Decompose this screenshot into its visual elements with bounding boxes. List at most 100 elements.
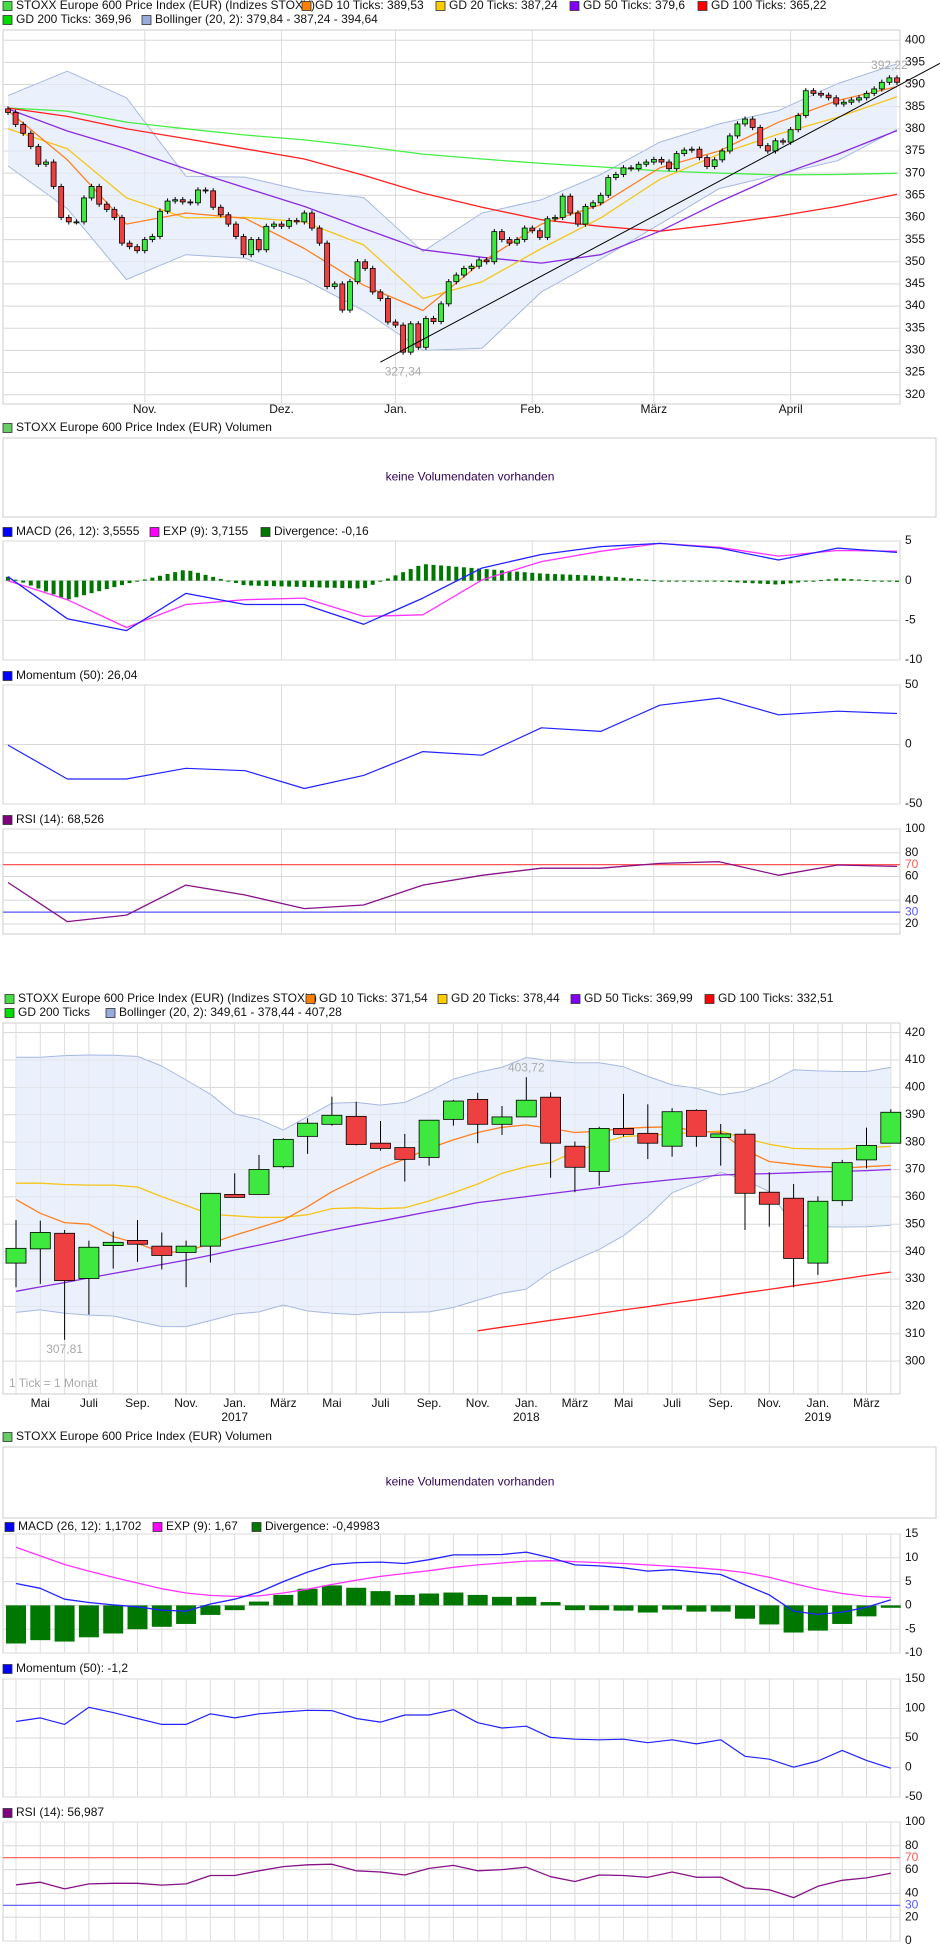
divergence-bar bbox=[781, 580, 786, 585]
divergence-bar bbox=[583, 575, 588, 581]
divergence-bar bbox=[297, 1588, 318, 1606]
rsi-level-label: 70 bbox=[905, 1850, 919, 1864]
divergence-bar bbox=[568, 574, 573, 581]
candle-down bbox=[385, 298, 391, 323]
low-annotation: 307,81 bbox=[46, 1342, 83, 1356]
divergence-bar bbox=[249, 580, 254, 586]
divergence-bar bbox=[834, 578, 839, 581]
candle-down bbox=[225, 214, 232, 225]
divergence-bar bbox=[54, 1605, 75, 1642]
divergence-bar bbox=[560, 574, 565, 581]
divergence-bar bbox=[662, 1605, 683, 1610]
candle-down bbox=[12, 112, 19, 125]
y-axis-label: 370 bbox=[905, 1162, 925, 1176]
candle-down bbox=[818, 92, 824, 96]
divergence-bar bbox=[841, 578, 846, 581]
candle-up bbox=[661, 1111, 683, 1147]
divergence-bar bbox=[492, 569, 497, 581]
x-axis-label: März bbox=[562, 1396, 589, 1410]
divergence-bar bbox=[273, 1594, 294, 1606]
divergence-bar bbox=[370, 580, 375, 585]
candle-up bbox=[848, 99, 855, 103]
candle-down bbox=[734, 1133, 756, 1194]
x-axis-label: Jan. bbox=[223, 1396, 246, 1410]
y-axis-label: 100 bbox=[905, 1814, 925, 1828]
candle-up bbox=[742, 118, 748, 125]
volume-panel-frame bbox=[2, 437, 937, 518]
candle-down bbox=[96, 186, 103, 205]
divergence-bar bbox=[173, 572, 178, 581]
divergence-bar bbox=[887, 580, 892, 582]
divergence-bar bbox=[176, 1605, 197, 1624]
y-axis-label: -10 bbox=[905, 1645, 923, 1659]
divergence-bar bbox=[119, 580, 124, 586]
moving-average-gd100 bbox=[7, 107, 898, 232]
legend-swatch bbox=[570, 994, 581, 1004]
legend-label: RSI (14): 68,526 bbox=[16, 812, 104, 826]
x-axis-year-label: 2019 bbox=[805, 1410, 832, 1424]
x-axis-label: Sep. bbox=[708, 1396, 733, 1410]
candle-up bbox=[81, 197, 87, 223]
divergence-bar bbox=[287, 580, 292, 587]
macd-line bbox=[15, 1551, 891, 1616]
y-axis-label: 355 bbox=[905, 232, 925, 246]
divergence-bar bbox=[13, 579, 18, 581]
divergence-bar bbox=[530, 572, 535, 581]
candle-down bbox=[369, 268, 376, 293]
divergence-bar bbox=[211, 576, 216, 581]
divergence-bar bbox=[598, 575, 603, 581]
candle-down bbox=[345, 1115, 367, 1145]
candle-down bbox=[111, 209, 118, 218]
y-axis-label: 310 bbox=[905, 1326, 925, 1340]
candle-down bbox=[202, 189, 209, 192]
candle-down bbox=[255, 239, 262, 251]
divergence-bar bbox=[195, 572, 200, 581]
divergence-bar bbox=[484, 569, 489, 581]
divergence-bar bbox=[188, 570, 193, 581]
divergence-bar bbox=[811, 580, 816, 582]
divergence-bar bbox=[446, 566, 451, 581]
candle-down bbox=[151, 1245, 173, 1256]
divergence-bar bbox=[727, 580, 732, 583]
moving-average-gd20 bbox=[7, 96, 898, 300]
divergence-bar bbox=[499, 570, 504, 581]
rsi-level-label: 30 bbox=[905, 904, 919, 918]
candle-up bbox=[442, 1100, 464, 1120]
y-axis-label: -50 bbox=[905, 796, 923, 810]
divergence-bar bbox=[469, 567, 474, 581]
candle-up bbox=[719, 150, 726, 161]
candle-up bbox=[418, 1119, 440, 1158]
rsi-level-label: 30 bbox=[905, 1897, 919, 1911]
divergence-bar bbox=[735, 1605, 755, 1619]
x-axis-label: Mai bbox=[31, 1396, 50, 1410]
divergence-bar bbox=[370, 1591, 391, 1606]
candle-up bbox=[582, 205, 589, 225]
exp-signal-line bbox=[7, 542, 898, 629]
y-axis-label: 330 bbox=[905, 1271, 925, 1285]
x-axis-label: Nov. bbox=[466, 1396, 490, 1410]
candle-up bbox=[588, 1128, 610, 1172]
legend-label: EXP (9): 3,7155 bbox=[163, 524, 248, 538]
y-axis-label: 380 bbox=[905, 1134, 925, 1148]
legend-label: GD 10 Ticks: 371,54 bbox=[319, 991, 428, 1005]
moving-average-gd200 bbox=[7, 107, 898, 176]
legend-swatch bbox=[2, 15, 13, 25]
divergence-bar bbox=[419, 1593, 440, 1606]
candle-up bbox=[590, 202, 596, 207]
y-axis-label: -50 bbox=[905, 1789, 923, 1803]
exp-signal-line bbox=[15, 1546, 891, 1599]
divergence-bar bbox=[636, 578, 641, 581]
candle-up bbox=[445, 281, 452, 305]
x-axis-label: Sep. bbox=[125, 1396, 150, 1410]
y-axis-label: 350 bbox=[905, 1216, 925, 1230]
candle-down bbox=[540, 1096, 561, 1144]
candle-down bbox=[783, 1197, 804, 1259]
y-axis-label: 80 bbox=[905, 845, 919, 859]
legend-swatch bbox=[305, 994, 316, 1004]
candle-up bbox=[772, 140, 779, 152]
legend-label: GD 50 Ticks: 379,6 bbox=[583, 0, 685, 12]
divergence-bar bbox=[540, 1602, 561, 1606]
candle-down bbox=[127, 1239, 148, 1245]
candle-down bbox=[696, 148, 703, 159]
rsi-level-label: 70 bbox=[905, 857, 919, 871]
